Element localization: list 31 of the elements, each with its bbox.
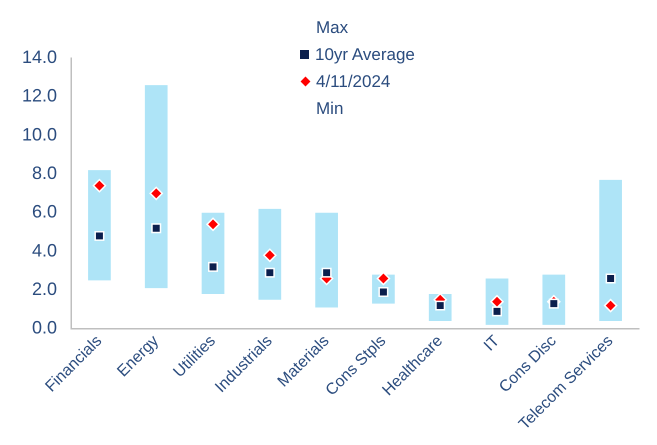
point — [376, 272, 390, 286]
bar — [88, 170, 111, 280]
y-tick-label: 8.0 — [32, 163, 58, 184]
point — [492, 306, 502, 316]
bar — [599, 180, 622, 322]
x-tick-label: IT — [480, 332, 504, 355]
point — [264, 268, 275, 278]
point — [149, 186, 163, 200]
annotation: Min — [316, 98, 344, 118]
legend-label: 10yr Average — [315, 44, 415, 64]
legend-label: 4/11/2024 — [316, 72, 390, 92]
point — [606, 273, 616, 284]
point — [604, 298, 618, 312]
y-tick-label: 10.0 — [22, 124, 58, 144]
bar — [258, 208, 282, 300]
bar — [144, 85, 168, 288]
y-tick-label: 12.0 — [22, 86, 58, 106]
point — [151, 223, 162, 234]
point — [94, 230, 104, 241]
point — [206, 218, 220, 232]
point — [208, 262, 218, 272]
point — [92, 178, 106, 192]
point — [263, 248, 277, 262]
text: Max — [316, 18, 348, 38]
y-tick-label: 4.0 — [32, 240, 58, 260]
y-tick-label: 0.0 — [32, 318, 58, 338]
bar — [315, 212, 338, 308]
y-tick-label: 14.0 — [22, 46, 58, 67]
y-tick-label: 2.0 — [32, 279, 58, 300]
point — [322, 268, 332, 278]
y-tick-label: 6.0 — [32, 202, 58, 222]
